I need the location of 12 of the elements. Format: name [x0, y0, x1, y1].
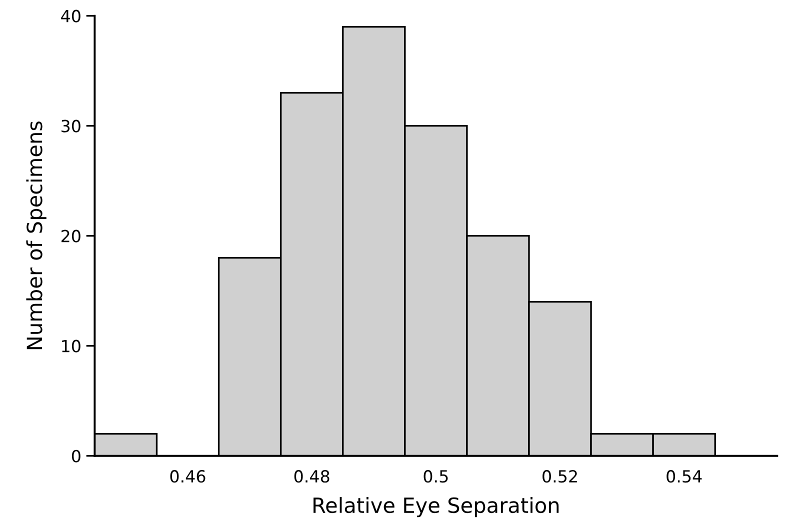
y-tick-label: 0 — [72, 450, 80, 462]
y-tick-label: 30 — [62, 120, 80, 132]
y-tick-label: 10 — [62, 340, 80, 352]
y-tick-label: 20 — [62, 230, 80, 242]
x-tick-label: 0.52 — [542, 470, 577, 483]
y-axis-title: Number of Specimens — [26, 122, 46, 350]
y-tick-label: 40 — [61, 10, 80, 22]
x-tick-label: 0.46 — [170, 470, 206, 483]
x-tick-label: 0.48 — [294, 470, 330, 483]
x-tick-label: 0.54 — [666, 470, 702, 483]
x-axis-title: Relative Eye Separation — [314, 496, 559, 518]
x-tick-label: 0.5 — [424, 470, 448, 483]
